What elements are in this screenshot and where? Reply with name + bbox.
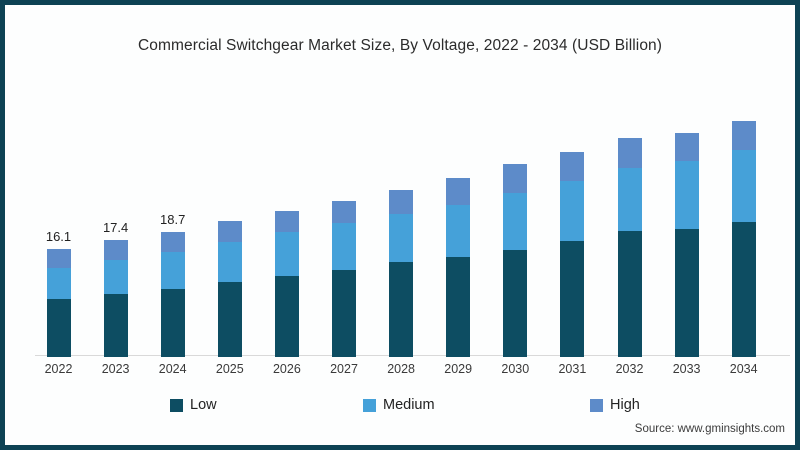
x-axis-label: 2027 (330, 362, 358, 376)
bar-2027 (332, 201, 356, 357)
bar-segment-low (446, 256, 471, 357)
bar-segment-high (389, 189, 414, 215)
bar-segment-high (46, 248, 71, 268)
bar-segment-low (389, 262, 414, 357)
bar-value-label: 17.4 (102, 220, 129, 236)
bar-segment-low (332, 270, 356, 357)
bar-segment-low (617, 230, 642, 357)
chart-title: Commercial Switchgear Market Size, By Vo… (137, 37, 663, 54)
bar-segment-low (274, 276, 299, 357)
bar-segment-medium (389, 214, 414, 263)
bar-2034 (731, 121, 756, 357)
bar-segment-low (217, 281, 242, 357)
x-axis-label: 2025 (215, 362, 244, 376)
bar-2022 (46, 248, 71, 357)
bar-value-label: 16.1 (45, 228, 72, 244)
bar-segment-medium (217, 241, 242, 282)
bar-2032 (617, 137, 642, 357)
bar-segment-medium (332, 222, 356, 271)
bar-segment-medium (560, 181, 585, 241)
plot-area: 16.1 2022 17.4 2023 18.7 2024 2025 2026 2027 2028… (5, 5, 795, 445)
bar-segment-high (674, 132, 699, 162)
legend-swatch-high-icon (590, 398, 603, 412)
bar-segment-high (446, 177, 471, 205)
bar-segment-medium (731, 150, 756, 223)
bar-2025 (217, 221, 242, 357)
legend-label-low: Low (190, 397, 217, 413)
bar-segment-medium (46, 267, 71, 299)
legend-item-low: Low (170, 397, 217, 413)
bar-2028 (389, 189, 414, 357)
bar-segment-low (46, 298, 71, 357)
x-axis-label: 2032 (615, 362, 644, 376)
x-axis-label: 2028 (387, 362, 415, 376)
bar-value-label: 18.7 (160, 211, 186, 227)
bar-segment-medium (274, 231, 299, 277)
bar-segment-medium (103, 260, 128, 294)
x-axis-label: 2026 (272, 362, 301, 376)
bar-2026 (274, 211, 299, 357)
bar-segment-high (160, 231, 185, 252)
x-axis-label: 2022 (44, 362, 73, 376)
bar-2024 (160, 231, 185, 357)
bar-segment-medium (617, 167, 642, 231)
legend-label-medium: Medium (383, 397, 435, 413)
legend-item-medium: Medium (363, 397, 435, 413)
bar-segment-medium (160, 251, 185, 289)
bar-2023 (103, 240, 128, 357)
bar-segment-high (560, 152, 585, 182)
source-attribution: Source: www.gminsights.com (634, 423, 785, 435)
bar-segment-high (503, 164, 528, 193)
legend-label-high: High (610, 397, 640, 413)
bar-segment-low (731, 222, 756, 357)
bar-segment-medium (674, 161, 699, 230)
x-axis-label: 2029 (444, 362, 473, 376)
bar-2031 (560, 152, 585, 357)
legend-swatch-medium-icon (363, 398, 376, 412)
x-axis-label: 2034 (729, 362, 758, 376)
bar-segment-high (103, 240, 128, 261)
bar-segment-high (217, 221, 242, 242)
bar-2033 (674, 132, 699, 357)
x-axis-label: 2024 (158, 362, 187, 376)
bar-segment-medium (503, 192, 528, 250)
bar-segment-high (617, 137, 642, 168)
x-axis-label: 2023 (101, 362, 130, 376)
x-axis-label: 2033 (672, 362, 701, 376)
bar-segment-low (674, 229, 699, 357)
bar-segment-high (274, 211, 299, 232)
bar-segment-medium (446, 204, 471, 257)
bar-segment-low (503, 249, 528, 357)
bar-segment-high (332, 201, 356, 223)
legend-swatch-low-icon (170, 398, 183, 412)
x-axis-label: 2030 (501, 362, 530, 376)
bar-2029 (446, 177, 471, 357)
bar-2030 (503, 164, 528, 357)
bar-segment-low (103, 293, 128, 357)
x-axis-label: 2031 (558, 362, 587, 376)
bar-segment-high (731, 121, 756, 151)
legend-item-high: High (590, 397, 640, 413)
bar-segment-low (160, 288, 185, 357)
bar-segment-low (560, 240, 585, 357)
